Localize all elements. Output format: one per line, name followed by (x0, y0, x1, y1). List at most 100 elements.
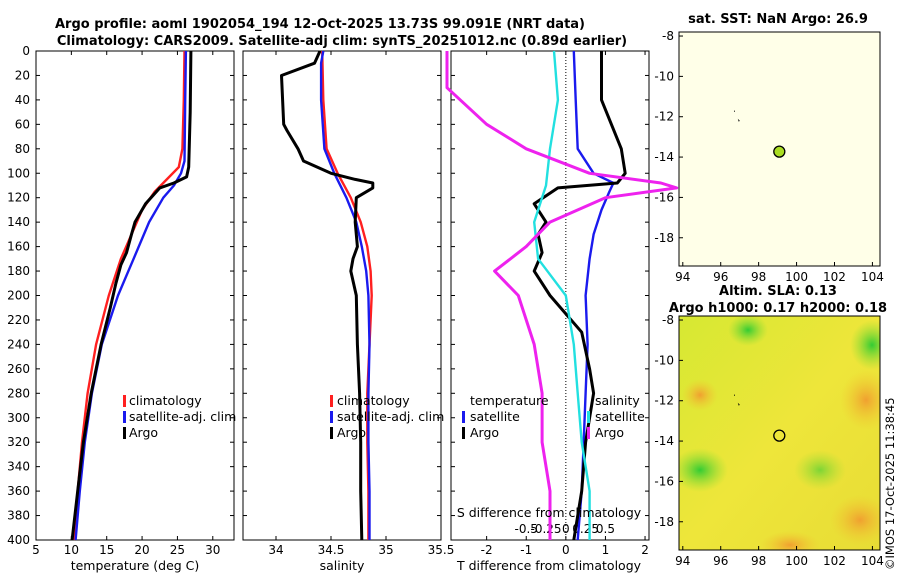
sla-map-title-1: Altim. SLA: 0.13 (719, 284, 837, 299)
legend-label-satellite: satellite-adj. clim (337, 409, 444, 424)
x-tick-label: -1 (520, 543, 532, 557)
sla-blob-green (794, 450, 846, 490)
s-tick-label: 0.5 (596, 522, 615, 536)
depth-tick-label: 160 (7, 240, 30, 254)
legend-swatch-t-satellite (462, 411, 465, 423)
temperature-panel-frame (35, 50, 235, 541)
map-x-tick-label: 102 (823, 270, 846, 284)
depth-tick-label: 20 (15, 68, 30, 82)
x-tick-label: 20 (134, 543, 149, 557)
depth-tick-label: 120 (7, 191, 30, 205)
island-mark (737, 118, 740, 122)
x-tick-label: 5 (32, 543, 40, 557)
temperature-xlabel: temperature (deg C) (71, 558, 200, 573)
legend-label-argo: Argo (129, 425, 158, 440)
sla-map-marks (733, 394, 786, 442)
map-x-tick-label: 94 (675, 270, 690, 284)
x-tick-label: 10 (64, 543, 79, 557)
map-y-tick-label: -10 (654, 69, 674, 83)
x-tick-label: 35 (378, 543, 393, 557)
map-y-tick-label: -16 (654, 190, 674, 204)
salinity-xlabel: salinity (320, 558, 365, 573)
map-x-tick-label: 94 (675, 554, 690, 568)
legend-label-s-argo: Argo (595, 425, 624, 440)
depth-tick-label: 380 (7, 509, 30, 523)
legend-swatch-s-argo (587, 427, 590, 439)
title-line-1: Argo profile: aoml 1902054_194 12-Oct-20… (55, 17, 585, 32)
x-tick-label: 34.5 (318, 543, 345, 557)
map-x-tick-label: 100 (785, 270, 808, 284)
depth-tick-label: 360 (7, 484, 30, 498)
island-mark (737, 402, 740, 406)
depth-tick-label: 80 (15, 142, 30, 156)
legend-swatch-argo (330, 427, 333, 439)
map-y-tick-label: -14 (654, 150, 674, 164)
map-x-tick-label: 102 (823, 554, 846, 568)
map-x-tick-label: 100 (785, 554, 808, 568)
depth-tick-label: 300 (7, 411, 30, 425)
salinity-panel-frame (242, 50, 442, 541)
sla-blob-orange (830, 495, 880, 545)
series-line-climatology (72, 50, 186, 541)
temperature-legend: climatology satellite-adj. clim Argo (123, 393, 236, 440)
s-tick-label: -0.5 (515, 522, 538, 536)
depth-tick-label: 100 (7, 166, 30, 180)
sla-blob-orange (840, 370, 880, 430)
depth-tick-label: 200 (7, 289, 30, 303)
depth-tick-label: 40 (15, 93, 30, 107)
depth-tick-label: 180 (7, 264, 30, 278)
depth-tick-label: 320 (7, 435, 30, 449)
map-y-tick-label: -18 (654, 231, 674, 245)
argo-location-marker (773, 145, 786, 158)
sst-map-marks (733, 110, 786, 158)
s-difference-xlabel: S difference from climatology (457, 505, 642, 520)
depth-axis: 0 20 40 60 80 100 120 140 160 180 200 220 240 260 280 3… (7, 44, 649, 547)
legend-swatch-climatology (123, 395, 126, 407)
depth-tick-label: 260 (7, 362, 30, 376)
s-tick-label: -0.25 (531, 522, 562, 536)
salinity-legend: climatology satellite-adj. clim Argo (330, 393, 444, 440)
sst-map-title: sat. SST: NaN Argo: 26.9 (688, 12, 868, 27)
map-x-tick-label: 96 (713, 554, 728, 568)
map-y-tick-label: -18 (654, 515, 674, 529)
x-tick-label: 35.5 (428, 543, 455, 557)
map-y-tick-label: -8 (662, 29, 674, 43)
legend-swatch-s-satellite (587, 411, 590, 423)
x-tick-label: 0 (562, 543, 570, 557)
series-line-climatology (321, 50, 373, 540)
sla-blob-orange (682, 379, 718, 411)
x-tick-label: -2 (481, 543, 493, 557)
sla-map-frame (678, 315, 881, 551)
sla-blob-green (728, 316, 768, 346)
depth-tick-label: 400 (7, 533, 30, 547)
temperature-x-axis: 5 10 15 20 25 30 (32, 51, 220, 557)
legend-label-climatology: climatology (129, 393, 202, 408)
legend-label-argo: Argo (337, 425, 366, 440)
sla-heatmap (679, 316, 880, 550)
series-line-s-satellite (533, 50, 591, 540)
x-tick-label: 25 (170, 543, 185, 557)
depth-tick-label: 140 (7, 215, 30, 229)
sla-blob-green (850, 320, 880, 370)
x-tick-label: 30 (205, 543, 220, 557)
legend-swatch-climatology (330, 395, 333, 407)
sla-map-title-2: Argo h1000: 0.17 h2000: 0.18 (669, 301, 887, 316)
legend-label-t-argo: Argo (470, 425, 499, 440)
map-x-tick-label: 104 (861, 270, 884, 284)
legend-swatch-argo (123, 427, 126, 439)
legend-title-salinity: salinity (595, 393, 640, 408)
sla-blob-green (679, 448, 728, 492)
legend-label-t-satellite: satellite (470, 409, 520, 424)
depth-tick-label: 60 (15, 117, 30, 131)
island-mark (733, 110, 735, 112)
legend-swatch-satellite (330, 411, 333, 423)
map-y-tick-label: -12 (654, 394, 674, 408)
x-tick-label: 1 (602, 543, 610, 557)
difference-series (445, 50, 679, 541)
legend-swatch-t-argo (462, 427, 465, 439)
series-line-satellite-adj-clim (319, 50, 371, 540)
series-line-s-argo (445, 51, 679, 540)
temperature-series (70, 50, 193, 541)
difference-x-axis: -2 -1 0 1 2 (481, 51, 649, 557)
